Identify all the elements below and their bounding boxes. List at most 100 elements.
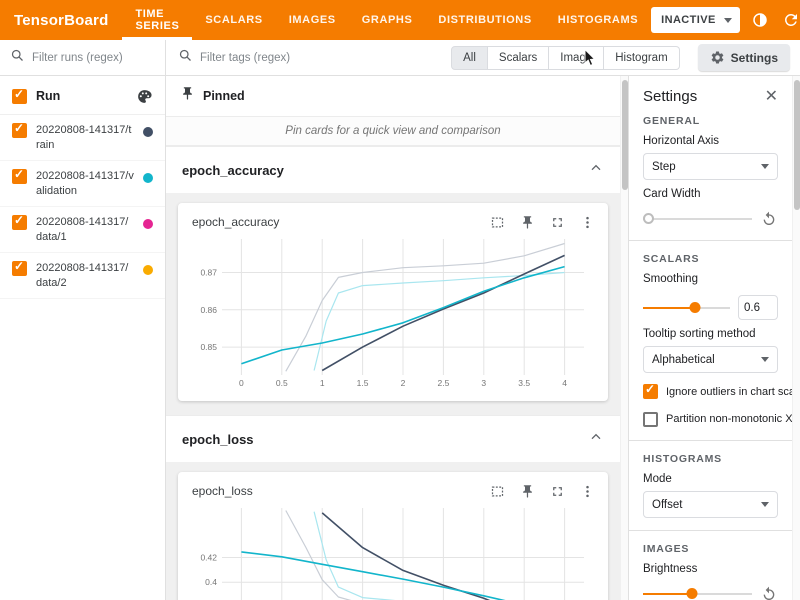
section-header-epoch-loss[interactable]: epoch_loss: [166, 415, 620, 462]
card-title: epoch_loss: [192, 484, 253, 498]
svg-text:2.5: 2.5: [437, 378, 449, 388]
tab-time-series[interactable]: TIME SERIES: [122, 0, 193, 40]
ignore-outliers-checkbox[interactable]: [643, 382, 658, 399]
settings-panel-title: Settings: [643, 88, 698, 105]
settings-scrollbar[interactable]: [792, 76, 800, 600]
filter-runs-input[interactable]: [32, 51, 155, 64]
svg-text:3: 3: [481, 378, 486, 388]
status-value: INACTIVE: [661, 14, 716, 26]
fullscreen-icon[interactable]: [548, 213, 566, 231]
run-checkbox[interactable]: [12, 213, 27, 231]
run-color-dot: [143, 265, 153, 276]
pinned-empty-message: Pin cards for a quick view and compariso…: [166, 116, 620, 146]
fit-to-domain-icon[interactable]: [488, 482, 506, 500]
palette-icon[interactable]: [135, 87, 153, 105]
tooltip-sorting-select[interactable]: Alphabetical: [643, 346, 778, 373]
epoch-accuracy-chart[interactable]: 0 0.5 1 1.5 2 2.5 3 3.5 4 0.85 0.86 0.87: [186, 233, 598, 393]
fullscreen-icon[interactable]: [548, 482, 566, 500]
run-checkbox[interactable]: [12, 121, 27, 138]
partition-x-axis-row[interactable]: Partition non-monotonic X axis: [643, 410, 792, 428]
reload-status-dropdown[interactable]: INACTIVE: [651, 7, 740, 33]
svg-text:0: 0: [239, 378, 244, 388]
group-label-images: IMAGES: [643, 543, 690, 555]
tab-scalars[interactable]: SCALARS: [205, 14, 263, 26]
theme-toggle-icon[interactable]: [749, 9, 771, 31]
app-logo[interactable]: TensorBoard: [14, 11, 109, 29]
card-title: epoch_accuracy: [192, 215, 280, 229]
fit-to-domain-icon[interactable]: [488, 213, 506, 231]
pin-icon: [180, 86, 195, 106]
filter-tags-input[interactable]: [200, 51, 444, 64]
refresh-icon[interactable]: [780, 9, 800, 31]
svg-text:0.5: 0.5: [276, 378, 288, 388]
chevron-down-icon: [761, 357, 769, 362]
ignore-outliers-label: Ignore outliers in chart scaling: [666, 385, 792, 398]
svg-text:1: 1: [320, 378, 325, 388]
run-row[interactable]: 20220808-141317/data/2: [0, 253, 165, 300]
run-row[interactable]: 20220808-141317/train: [0, 115, 165, 162]
group-label-general: GENERAL: [643, 115, 700, 127]
chip-histogram[interactable]: Histogram: [604, 45, 680, 70]
settings-button[interactable]: Settings: [697, 44, 790, 71]
run-color-dot: [143, 173, 153, 184]
reset-icon[interactable]: [760, 585, 778, 600]
svg-text:0.87: 0.87: [200, 268, 217, 278]
search-icon: [178, 48, 193, 68]
histogram-mode-select[interactable]: Offset: [643, 491, 778, 518]
chip-image[interactable]: Image: [549, 45, 605, 70]
brightness-slider[interactable]: [643, 588, 752, 599]
runs-list-header: Run: [0, 76, 165, 115]
main-scrollbar[interactable]: [620, 76, 628, 600]
epoch-loss-chart[interactable]: 00.511.522.533.540.360.380.40.42: [186, 502, 598, 600]
horizontal-axis-select[interactable]: Step: [643, 153, 778, 180]
tags-toolbar: All Scalars Image Histogram Settings: [166, 40, 800, 76]
run-color-dot: [143, 127, 153, 137]
close-icon[interactable]: ✕: [764, 87, 778, 105]
section-header-epoch-accuracy[interactable]: epoch_accuracy: [166, 146, 620, 193]
cards-scroll-area[interactable]: Pinned Pin cards for a quick view and co…: [166, 76, 620, 600]
more-options-icon[interactable]: [578, 482, 596, 500]
tags-filter-bar: [178, 48, 444, 68]
chip-scalars[interactable]: Scalars: [487, 45, 550, 70]
select-all-runs-checkbox[interactable]: [12, 87, 27, 104]
horizontal-axis-value: Step: [652, 160, 676, 173]
run-checkbox[interactable]: [12, 259, 27, 277]
run-checkbox[interactable]: [12, 167, 27, 185]
tab-distributions[interactable]: DISTRIBUTIONS: [438, 14, 532, 26]
content-area: All Scalars Image Histogram Settings Pin…: [166, 40, 800, 600]
tab-histograms[interactable]: HISTOGRAMS: [557, 14, 639, 26]
run-row[interactable]: 20220808-141317/data/1: [0, 207, 165, 254]
tab-images[interactable]: IMAGES: [288, 14, 336, 26]
histogram-mode-label: Mode: [643, 473, 672, 485]
reset-icon[interactable]: [760, 210, 778, 228]
section-title: epoch_accuracy: [182, 163, 284, 178]
chevron-up-icon[interactable]: [588, 429, 604, 450]
tag-type-filter-group: All Scalars Image Histogram: [451, 45, 680, 70]
svg-text:0.4: 0.4: [205, 577, 217, 587]
chevron-up-icon[interactable]: [588, 160, 604, 181]
run-row[interactable]: 20220808-141317/validation: [0, 161, 165, 208]
settings-panel-header: Settings ✕: [643, 88, 778, 105]
scalar-card-epoch-accuracy: epoch_accuracy: [178, 203, 608, 401]
divider: [629, 530, 792, 531]
tooltip-sorting-value: Alphabetical: [652, 353, 715, 366]
pin-card-icon[interactable]: [518, 213, 536, 231]
run-label: 20220808-141317/validation: [36, 170, 134, 197]
scrollbar-thumb[interactable]: [622, 80, 628, 190]
smoothing-slider[interactable]: [643, 301, 730, 313]
tooltip-sorting-label: Tooltip sorting method: [643, 328, 756, 340]
more-options-icon[interactable]: [578, 213, 596, 231]
tab-graphs[interactable]: GRAPHS: [361, 14, 413, 26]
chip-all[interactable]: All: [451, 45, 488, 70]
card-toolbar: [488, 482, 596, 500]
smoothing-value-input[interactable]: [738, 295, 778, 320]
svg-text:0.42: 0.42: [200, 553, 217, 563]
pin-card-icon[interactable]: [518, 482, 536, 500]
runs-header-label: Run: [36, 89, 61, 103]
group-label-histograms: HISTOGRAMS: [643, 453, 722, 465]
scrollbar-thumb[interactable]: [794, 80, 800, 210]
card-width-slider[interactable]: [643, 213, 752, 224]
partition-x-axis-checkbox[interactable]: [643, 411, 658, 427]
ignore-outliers-row[interactable]: Ignore outliers in chart scaling: [643, 382, 792, 399]
